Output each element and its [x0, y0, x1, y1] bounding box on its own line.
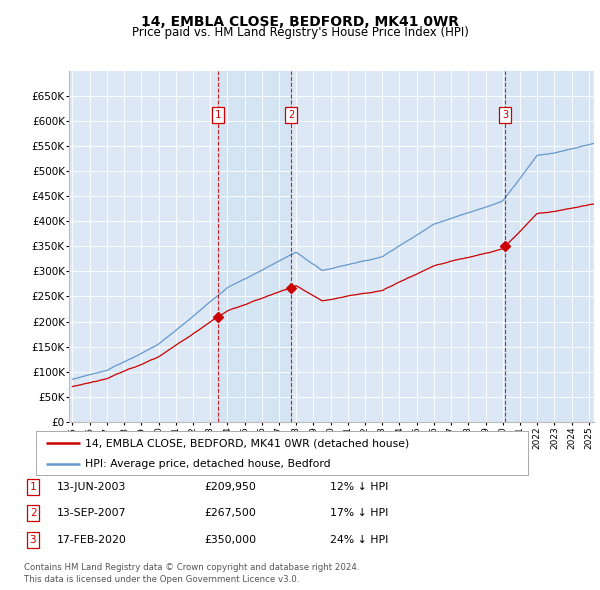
Text: 17-FEB-2020: 17-FEB-2020 — [57, 535, 127, 545]
Text: Price paid vs. HM Land Registry's House Price Index (HPI): Price paid vs. HM Land Registry's House … — [131, 26, 469, 39]
Text: 1: 1 — [215, 110, 221, 120]
Text: 3: 3 — [30, 535, 36, 545]
Text: 13-SEP-2007: 13-SEP-2007 — [57, 509, 127, 518]
Text: £350,000: £350,000 — [204, 535, 256, 545]
Text: 14, EMBLA CLOSE, BEDFORD, MK41 0WR: 14, EMBLA CLOSE, BEDFORD, MK41 0WR — [141, 15, 459, 29]
Text: 12% ↓ HPI: 12% ↓ HPI — [330, 482, 388, 491]
Text: 17% ↓ HPI: 17% ↓ HPI — [330, 509, 388, 518]
Text: 2: 2 — [30, 509, 36, 518]
Text: 13-JUN-2003: 13-JUN-2003 — [57, 482, 127, 491]
Text: £209,950: £209,950 — [204, 482, 256, 491]
Text: 24% ↓ HPI: 24% ↓ HPI — [330, 535, 388, 545]
Text: This data is licensed under the Open Government Licence v3.0.: This data is licensed under the Open Gov… — [24, 575, 299, 584]
Text: Contains HM Land Registry data © Crown copyright and database right 2024.: Contains HM Land Registry data © Crown c… — [24, 563, 359, 572]
Text: 14, EMBLA CLOSE, BEDFORD, MK41 0WR (detached house): 14, EMBLA CLOSE, BEDFORD, MK41 0WR (deta… — [85, 438, 409, 448]
Text: HPI: Average price, detached house, Bedford: HPI: Average price, detached house, Bedf… — [85, 459, 331, 469]
Text: £267,500: £267,500 — [204, 509, 256, 518]
Bar — [218, 71, 291, 422]
Text: 2: 2 — [288, 110, 294, 120]
Text: 3: 3 — [502, 110, 508, 120]
Text: 1: 1 — [30, 482, 36, 491]
Bar — [505, 71, 590, 422]
